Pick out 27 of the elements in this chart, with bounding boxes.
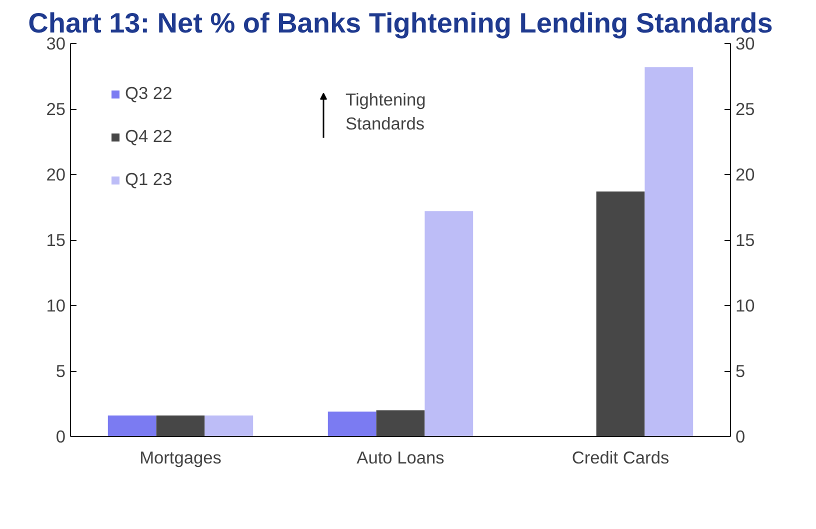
y2-tick-label: 20 (736, 164, 755, 184)
bar (204, 416, 254, 436)
bar (328, 412, 376, 436)
y-tick-label: 15 (46, 230, 66, 250)
y-tick-label: 20 (46, 164, 66, 184)
annotation: Tightening Standards (346, 89, 426, 134)
y2-tick-label: 10 (736, 296, 755, 316)
bar (644, 67, 694, 436)
legend-label: Q3 22 (125, 83, 172, 104)
y-tick-label: 10 (46, 296, 66, 316)
x-tick-label: Mortgages (140, 448, 222, 468)
legend-label: Q1 23 (125, 169, 172, 190)
y2-tick-label: 15 (736, 230, 755, 250)
y2-tick-label: 0 (736, 426, 746, 446)
bar (156, 416, 205, 436)
bar (596, 192, 645, 436)
y2-tick-label: 25 (736, 99, 755, 119)
bar (108, 416, 156, 436)
y-tick-label: 0 (56, 426, 66, 446)
y-tick-label: 25 (46, 99, 66, 119)
bar (376, 410, 425, 436)
y2-tick-label: 5 (736, 361, 746, 381)
x-tick-label: Credit Cards (572, 448, 670, 468)
bar (424, 211, 474, 436)
x-tick-label: Auto Loans (356, 448, 445, 468)
legend-label: Q4 22 (125, 126, 172, 147)
y-tick-label: 5 (56, 361, 66, 381)
